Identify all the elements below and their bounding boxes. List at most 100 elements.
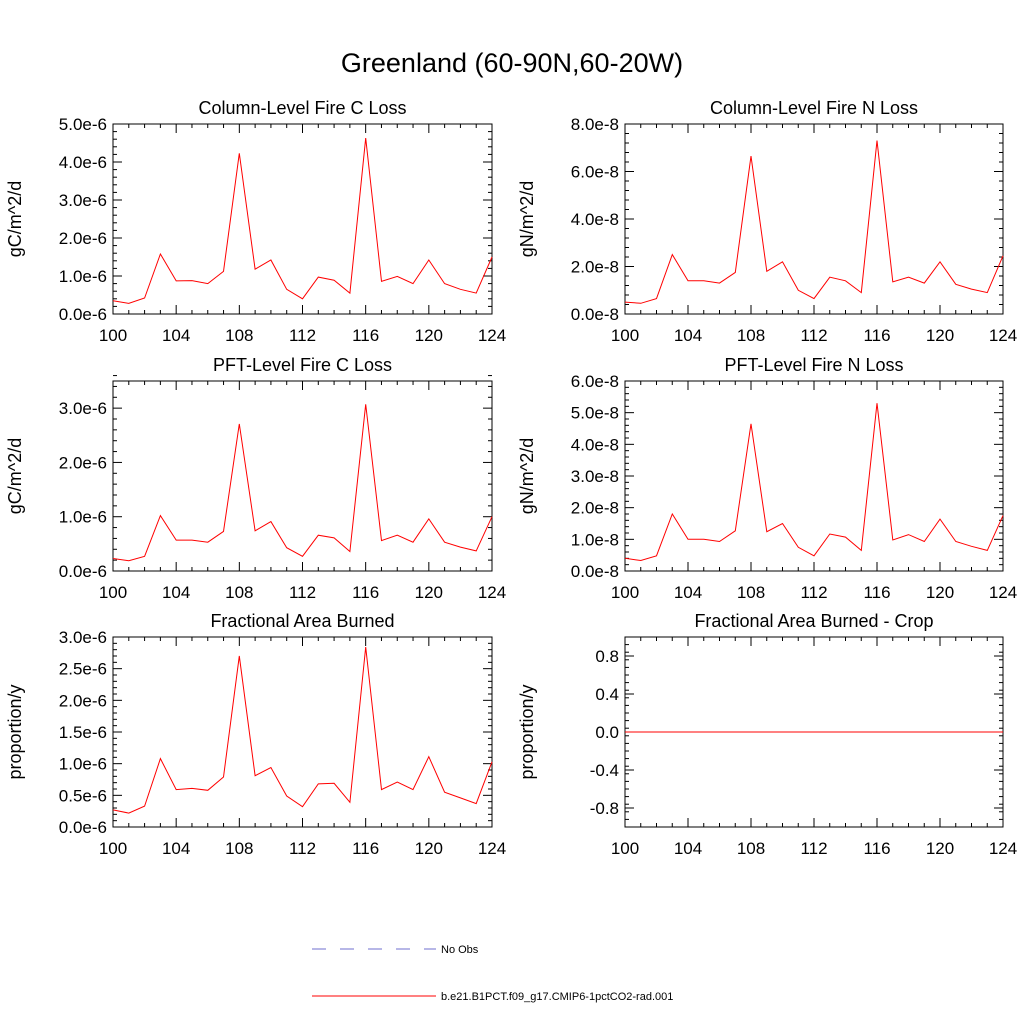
y-tick-label: -0.8 xyxy=(590,799,619,818)
x-tick-label: 104 xyxy=(674,583,702,602)
y-tick-label: 2.0e-6 xyxy=(59,229,107,248)
legend-item-model: b.e21.B1PCT.f09_g17.CMIP6-1pctCO2-rad.00… xyxy=(312,991,673,1003)
y-tick-label: 4.0e-6 xyxy=(59,153,107,172)
y-tick-label: 2.0e-8 xyxy=(571,499,619,518)
x-tick-label: 112 xyxy=(289,839,316,858)
x-tick-label: 100 xyxy=(99,583,127,602)
legend-obs-label: No Obs xyxy=(441,944,479,956)
x-tick-label: 112 xyxy=(289,326,316,345)
y-tick-label: 3.0e-6 xyxy=(59,628,107,647)
legend-item-obs: No Obs xyxy=(312,944,479,956)
chart-panel-2: 100 104 108 112 116 120 124 0.0e-8 2.0e-8 4.0e-8 6… xyxy=(517,98,1017,345)
x-tick-label: 120 xyxy=(415,326,443,345)
y-tick-label: 2.0e-6 xyxy=(59,453,107,472)
y-tick-label: -0.4 xyxy=(590,761,619,780)
plot-frame xyxy=(112,380,493,572)
x-tick-label: 104 xyxy=(674,326,702,345)
y-axis-label: gN/m^2/d xyxy=(517,438,537,514)
plot-frame xyxy=(112,636,493,828)
x-tick-label: 124 xyxy=(478,583,506,602)
x-tick-label: 116 xyxy=(863,839,890,858)
x-tick-label: 100 xyxy=(611,583,639,602)
x-tick-label: 108 xyxy=(225,326,253,345)
panel-title: Fractional Area Burned xyxy=(210,611,394,631)
x-tick-label: 100 xyxy=(99,326,127,345)
y-tick-label: 1.0e-6 xyxy=(59,755,107,774)
x-tick-label: 124 xyxy=(989,326,1017,345)
y-tick-label: 0.0e-8 xyxy=(571,562,619,581)
x-tick-label: 124 xyxy=(478,839,506,858)
x-tick-label: 116 xyxy=(863,326,890,345)
y-tick-label: 1.0e-6 xyxy=(59,508,107,527)
panel-title: Column-Level Fire C Loss xyxy=(198,98,406,118)
x-tick-label: 100 xyxy=(99,839,127,858)
y-tick-label: 5.0e-8 xyxy=(571,404,619,423)
plot-frame xyxy=(624,123,1004,315)
y-axis-label: gC/m^2/d xyxy=(5,181,25,257)
x-tick-label: 120 xyxy=(926,839,954,858)
y-tick-label: 0.0e-6 xyxy=(59,562,107,581)
x-tick-label: 108 xyxy=(737,583,765,602)
y-tick-label: 0.0e-8 xyxy=(571,305,619,324)
y-tick-label: 4.0e-8 xyxy=(571,210,619,229)
y-tick-label: 3.0e-6 xyxy=(59,191,107,210)
x-tick-label: 120 xyxy=(926,326,954,345)
y-tick-label: 0.5e-6 xyxy=(59,786,107,805)
plot-frame xyxy=(624,380,1004,572)
y-axis-label: proportion/y xyxy=(517,684,537,779)
y-tick-label: 8.0e-8 xyxy=(571,115,619,134)
x-tick-label: 104 xyxy=(162,326,190,345)
x-tick-label: 120 xyxy=(415,839,443,858)
y-tick-label: 4.0e-8 xyxy=(571,435,619,454)
series-line-1 xyxy=(112,138,493,304)
panel-title: Fractional Area Burned - Crop xyxy=(694,611,933,631)
legend: No Obs b.e21.B1PCT.f09_g17.CMIP6-1pctCO2… xyxy=(312,944,673,1003)
legend-model-label: b.e21.B1PCT.f09_g17.CMIP6-1pctCO2-rad.00… xyxy=(441,991,673,1003)
panel-title: PFT-Level Fire N Loss xyxy=(724,355,903,375)
chart-panel-3: 100 104 108 112 116 120 124 0.0e-6 1.0e-6 2.0e-6 3… xyxy=(5,355,506,602)
y-tick-label: 2.5e-6 xyxy=(59,660,107,679)
x-tick-label: 100 xyxy=(611,839,639,858)
series-line-1 xyxy=(112,647,493,814)
plot-frame xyxy=(112,123,493,315)
y-tick-label: 0.0 xyxy=(595,723,619,742)
y-axis-label: gC/m^2/d xyxy=(5,438,25,514)
chart-panel-5: 100 104 108 112 116 120 124 0.0e-6 0.5e-6 1.0e-6 1… xyxy=(5,611,506,858)
x-tick-label: 112 xyxy=(800,583,827,602)
x-tick-label: 108 xyxy=(225,839,253,858)
chart-panel-1: 100 104 108 112 116 120 124 0.0e-6 1.0e-6 2.0e-6 3… xyxy=(5,98,506,345)
series-line-1 xyxy=(112,404,493,562)
y-tick-label: 1.0e-8 xyxy=(571,530,619,549)
x-tick-label: 124 xyxy=(989,583,1017,602)
y-axis-label: gN/m^2/d xyxy=(517,181,537,257)
y-tick-label: 0.8 xyxy=(595,647,619,666)
y-tick-label: 3.0e-6 xyxy=(59,399,107,418)
x-tick-label: 124 xyxy=(989,839,1017,858)
y-tick-label: 0.4 xyxy=(595,685,619,704)
x-tick-label: 120 xyxy=(926,583,954,602)
chart-panel-6: 100 104 108 112 116 120 124 -0.8 -0.4 0.0 0.4 0.8 Fr… xyxy=(517,611,1017,858)
chart-panel-4: 100 104 108 112 116 120 124 0.0e-8 1.0e-8 2.0e-8 3… xyxy=(517,355,1017,602)
x-tick-label: 104 xyxy=(162,583,190,602)
x-tick-label: 108 xyxy=(737,839,765,858)
y-tick-label: 6.0e-8 xyxy=(571,372,619,391)
y-tick-label: 3.0e-8 xyxy=(571,467,619,486)
y-tick-label: 1.0e-6 xyxy=(59,267,107,286)
series-line-1 xyxy=(624,140,1004,304)
y-tick-label: 0.0e-6 xyxy=(59,818,107,837)
x-tick-label: 104 xyxy=(674,839,702,858)
y-tick-label: 0.0e-6 xyxy=(59,305,107,324)
x-tick-label: 116 xyxy=(352,839,379,858)
x-tick-label: 120 xyxy=(415,583,443,602)
y-tick-label: 1.5e-6 xyxy=(59,723,107,742)
x-tick-label: 108 xyxy=(225,583,253,602)
x-tick-label: 116 xyxy=(352,583,379,602)
x-tick-label: 124 xyxy=(478,326,506,345)
y-tick-label: 5.0e-6 xyxy=(59,115,107,134)
y-tick-label: 2.0e-8 xyxy=(571,258,619,277)
series-line-1 xyxy=(624,403,1004,562)
x-tick-label: 104 xyxy=(162,839,190,858)
x-tick-label: 100 xyxy=(611,326,639,345)
y-tick-label: 6.0e-8 xyxy=(571,163,619,182)
